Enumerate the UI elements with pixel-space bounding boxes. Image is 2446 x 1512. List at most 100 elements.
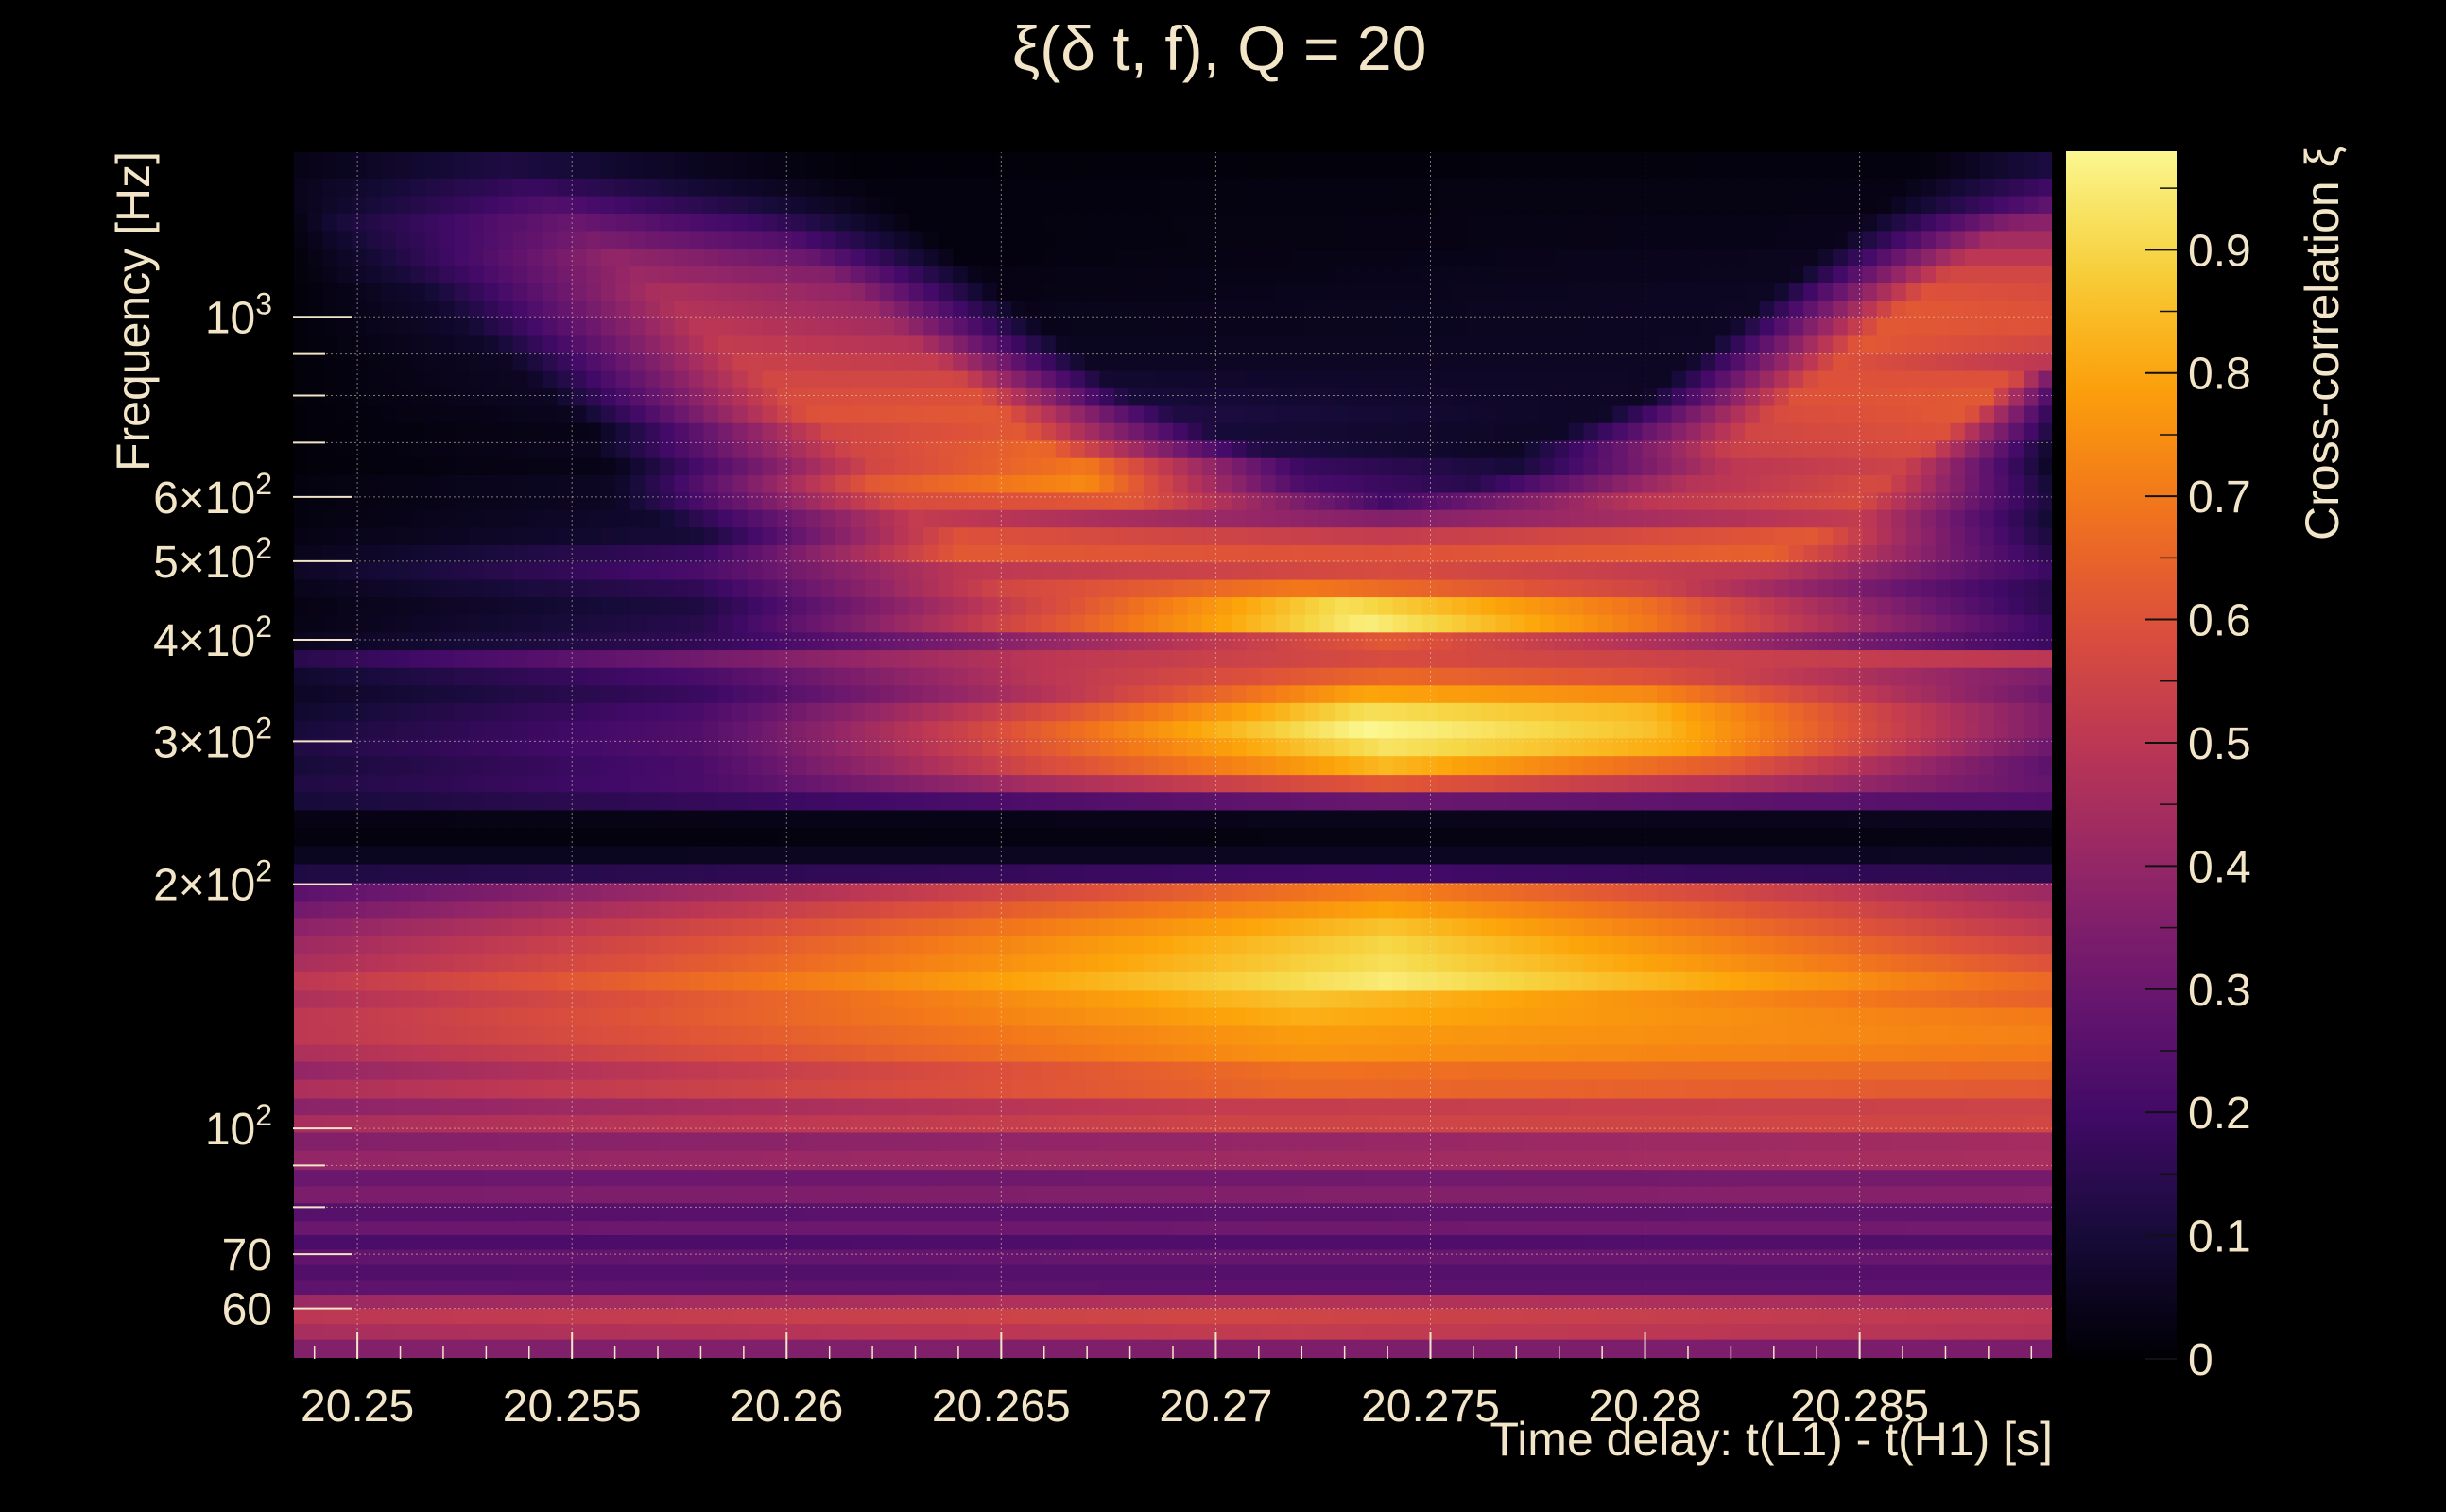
heatmap-cell <box>395 1308 411 1325</box>
heatmap-cell <box>1304 1024 1320 1045</box>
heatmap-cell <box>1788 845 1804 865</box>
heatmap-cell <box>717 1220 734 1236</box>
heatmap-cell <box>1290 882 1306 902</box>
heatmap-cell <box>1905 1185 1921 1204</box>
heatmap-cell <box>1950 971 1966 991</box>
heatmap-cell <box>1437 737 1453 757</box>
heatmap-cell <box>454 1220 470 1236</box>
heatmap-cell <box>527 954 543 972</box>
heatmap-cell <box>1158 845 1174 865</box>
heatmap-cell <box>879 1097 895 1116</box>
heatmap-cell <box>1568 1308 1585 1325</box>
heatmap-cell <box>527 1006 543 1026</box>
heatmap-cell <box>1451 702 1467 722</box>
heatmap-cell <box>1745 1202 1761 1222</box>
heatmap-cell <box>1187 917 1203 936</box>
heatmap-cell <box>1421 1202 1438 1222</box>
heatmap-cell <box>1437 1043 1453 1062</box>
heatmap-cell <box>894 989 910 1008</box>
heatmap-cell <box>791 1114 807 1133</box>
heatmap-cell <box>1524 702 1541 722</box>
heatmap-cell <box>1407 971 1423 991</box>
heatmap-cell <box>1041 1234 1057 1250</box>
heatmap-cell <box>1070 720 1086 739</box>
heatmap-cell <box>1173 1150 1189 1171</box>
heatmap-cell <box>865 774 881 793</box>
heatmap-cell <box>1466 1131 1482 1151</box>
heatmap-cell <box>557 702 573 722</box>
heatmap-cell <box>1700 971 1716 991</box>
heatmap-cell <box>1495 917 1511 936</box>
heatmap-cell <box>1642 702 1658 722</box>
heatmap-cell <box>1774 720 1790 739</box>
heatmap-cell <box>1642 1061 1658 1080</box>
heatmap-cell <box>322 684 338 703</box>
heatmap-cell <box>1759 935 1775 955</box>
heatmap-cell <box>894 1308 910 1325</box>
heatmap-cell <box>395 989 411 1008</box>
heatmap-cell <box>1202 809 1218 829</box>
heatmap-cell <box>1891 1323 1907 1340</box>
heatmap-cell <box>424 737 440 757</box>
heatmap-cell <box>424 845 440 865</box>
heatmap-cell <box>1070 1006 1086 1026</box>
heatmap-cell <box>1216 1263 1232 1281</box>
heatmap-cell <box>600 1323 616 1340</box>
heatmap-cell <box>615 1280 631 1296</box>
heatmap-cell <box>424 1024 440 1045</box>
heatmap-cell <box>1774 917 1790 936</box>
heatmap-cell <box>1084 1150 1101 1171</box>
heatmap-cell <box>1451 1043 1467 1062</box>
heatmap-cell <box>1261 1234 1277 1250</box>
heatmap-cell <box>1979 1220 1995 1236</box>
heatmap-cell <box>1568 755 1585 776</box>
heatmap-cell <box>1480 737 1496 757</box>
heatmap-cell <box>762 1078 778 1099</box>
heatmap-cell <box>410 1169 426 1187</box>
heatmap-cell <box>645 1150 661 1171</box>
heatmap-cell <box>410 827 426 847</box>
heatmap-cell <box>1334 1339 1350 1359</box>
heatmap-cell <box>2008 1202 2024 1222</box>
heatmap-cell <box>732 827 749 847</box>
heatmap-cell <box>1730 1114 1746 1133</box>
heatmap-cell <box>629 1043 646 1062</box>
heatmap-cell <box>307 1323 323 1340</box>
heatmap-cell <box>645 1006 661 1026</box>
heatmap-cell <box>1628 1114 1644 1133</box>
heatmap-cell <box>1495 1131 1511 1151</box>
heatmap-cell <box>1495 1078 1511 1099</box>
heatmap-cell <box>1187 1043 1203 1062</box>
heatmap-cell <box>1437 1220 1453 1236</box>
heatmap-cell <box>1539 900 1556 919</box>
heatmap-cell <box>1128 954 1145 972</box>
heatmap-cell <box>1597 1006 1614 1026</box>
heatmap-cell <box>1700 1263 1716 1281</box>
heatmap-cell <box>1261 1294 1277 1310</box>
heatmap-cell <box>1539 1061 1556 1080</box>
heatmap-cell <box>424 1185 440 1204</box>
heatmap-cell <box>1509 882 1525 902</box>
heatmap-cell <box>879 1339 895 1359</box>
heatmap-cell <box>1833 863 1849 884</box>
heatmap-cell <box>439 971 456 991</box>
heatmap-cell <box>688 1097 705 1116</box>
heatmap-cell <box>659 1234 676 1250</box>
heatmap-cell <box>1128 1263 1145 1281</box>
heatmap-cell <box>2008 900 2024 919</box>
heatmap-cell <box>1495 1097 1511 1116</box>
heatmap-cell <box>1671 1202 1687 1222</box>
heatmap-cell <box>1202 1061 1218 1080</box>
heatmap-cell <box>1597 1061 1614 1080</box>
heatmap-cell <box>717 631 734 651</box>
heatmap-cell <box>1275 1097 1291 1116</box>
heatmap-cell <box>352 845 368 865</box>
heatmap-cell <box>1055 809 1071 829</box>
heatmap-cell <box>1378 1308 1394 1325</box>
heatmap-cell <box>923 1280 939 1296</box>
heatmap-cell <box>1392 1114 1408 1133</box>
heatmap-cell <box>352 1248 368 1265</box>
heatmap-cell <box>410 1024 426 1045</box>
heatmap-cell <box>527 1308 543 1325</box>
heatmap-cell <box>1055 1131 1071 1151</box>
